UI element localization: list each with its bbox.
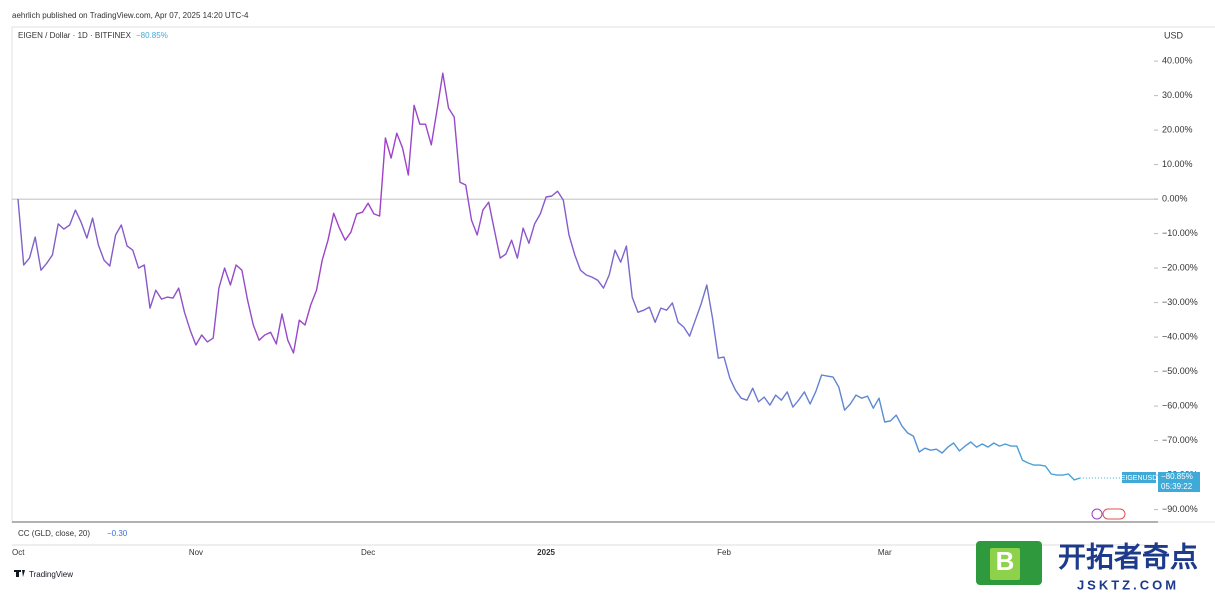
indicator-value: −0.30 [107,529,128,538]
tv-logo [14,570,25,577]
price-line [17,72,1081,481]
x-tick-label: Feb [717,548,731,557]
price-tag [1158,472,1200,493]
y-tick-label: −70.00% [1162,435,1198,445]
y-tick-label: 0.00% [1162,193,1188,203]
x-tick-label: Dec [361,548,375,557]
y-tick-label: −60.00% [1162,400,1198,410]
series-tag [1122,472,1156,484]
countdown: 05:39:22 [1161,482,1193,491]
symbol: EIGEN / Dollar · 1D · BITFINEX [18,31,132,40]
x-tick-label: Oct [12,548,25,557]
watermark-name: 开拓者奇点 [1058,541,1198,572]
event-icon [1091,508,1103,520]
watermark-logo-inner [990,548,1020,580]
series-name: EIGENUSD [1121,475,1158,482]
y-tick-label: −90.00% [1162,504,1198,514]
brand: TradingView [29,570,73,579]
y-tick-label: −30.00% [1162,297,1198,307]
plot-frame [11,26,1215,523]
currency: USD [1164,30,1184,40]
y-tick-label: 40.00% [1162,55,1193,65]
y-tick-label: 10.00% [1162,159,1193,169]
y-tick-label: 20.00% [1162,124,1193,134]
change: −80.85% [136,31,168,40]
last-value-label: −80.85% [1161,472,1193,481]
y-tick-label: −50.00% [1162,366,1198,376]
x-tick-label: Mar [878,548,892,557]
y-tick-label: −10.00% [1162,228,1198,238]
event-icon [1102,508,1126,520]
y-tick-label: 30.00% [1162,90,1193,100]
watermark-logo-letter: B [996,546,1015,576]
x-tick-label: 2025 [537,548,555,557]
x-tick-label: Nov [189,548,203,557]
y-tick-label: −20.00% [1162,262,1198,272]
y-tick-label: −40.00% [1162,331,1198,341]
watermark-site: JSKTZ.COM [1077,577,1179,592]
published: aehrlich published on TradingView.com, A… [12,11,249,20]
indicator-name: CC (GLD, close, 20) [18,529,90,538]
